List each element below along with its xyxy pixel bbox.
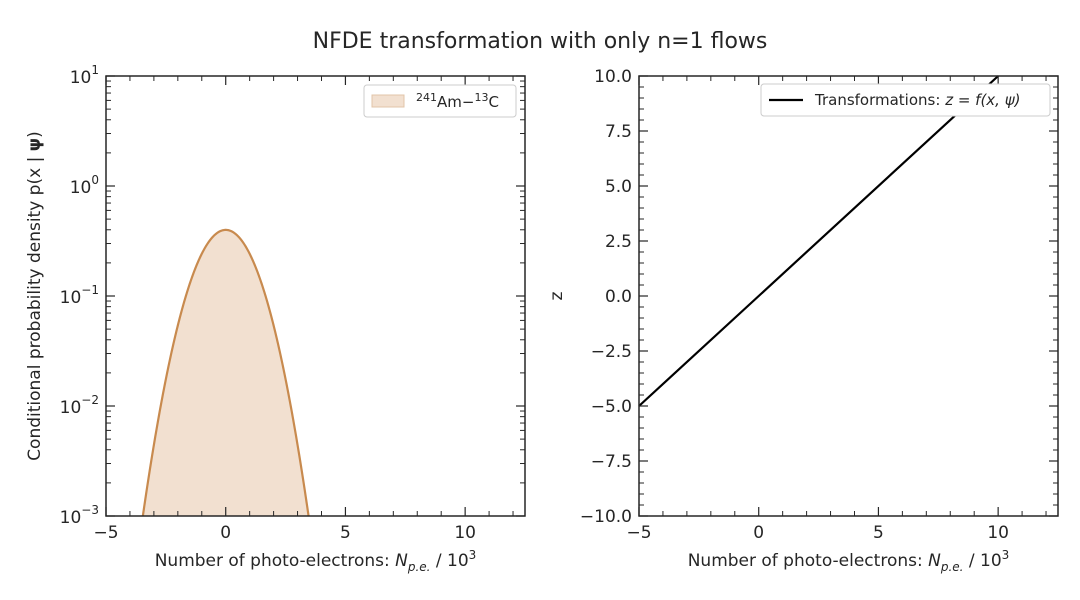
- density-curve: [141, 228, 310, 517]
- y-tick-label: 0.0: [605, 287, 632, 307]
- y-tick-label: −5.0: [591, 397, 632, 417]
- transformation-panel: −5 0 5 10 Number of photo-electrons: Np.e. /…: [547, 67, 1059, 574]
- y-tick-label: 2.5: [605, 232, 632, 252]
- y-tick-label: 10−1: [60, 283, 99, 308]
- legend: Transformations: z = f(x, ψ): [760, 83, 1051, 117]
- transformation-line: [638, 75, 999, 407]
- x-tick-label: 10: [454, 523, 476, 543]
- y-tick-label: 101: [70, 63, 99, 88]
- x-tick-label: 0: [753, 523, 764, 543]
- figure-title: NFDE transformation with only n=1 flows: [313, 29, 768, 54]
- y-tick-label: 10−2: [60, 393, 99, 418]
- legend-swatch: [371, 94, 405, 108]
- x-tick-label: 10: [987, 523, 1009, 543]
- x-tick-label: −5: [626, 523, 651, 543]
- axes-frame: [638, 75, 1059, 517]
- y-tick-label: 100: [70, 173, 99, 198]
- x-tick-label: 0: [220, 523, 231, 543]
- legend-label: 241Am−13C: [416, 91, 499, 111]
- legend-frame: [760, 83, 1051, 117]
- x-axis-label: Number of photo-electrons: Np.e. / 103: [688, 548, 1010, 574]
- y-tick-label: 7.5: [605, 122, 632, 142]
- x-tick-label: 5: [340, 523, 351, 543]
- y-tick-label: 5.0: [605, 177, 632, 197]
- x-axis-label: Number of photo-electrons: Np.e. / 103: [155, 548, 477, 574]
- y-axis-label: Conditional probability density p(x | ψ): [25, 131, 45, 461]
- legend-label: Transformations: z = f(x, ψ): [814, 91, 1020, 109]
- x-tick-label: 5: [873, 523, 884, 543]
- legend: 241Am−13C: [363, 84, 517, 118]
- y-axis-label: z: [547, 291, 567, 300]
- y-tick-label: −2.5: [591, 342, 632, 362]
- density-panel: −5 0 5 10 Number of photo-electrons: Np.e. /…: [25, 63, 526, 574]
- y-tick-label: −7.5: [591, 452, 632, 472]
- legend-frame: [363, 84, 517, 118]
- x-tick-label: −5: [93, 523, 118, 543]
- y-tick-label: −10.0: [580, 507, 632, 527]
- y-tick-label: 10−3: [60, 503, 99, 528]
- y-tick-label: 10.0: [594, 67, 632, 87]
